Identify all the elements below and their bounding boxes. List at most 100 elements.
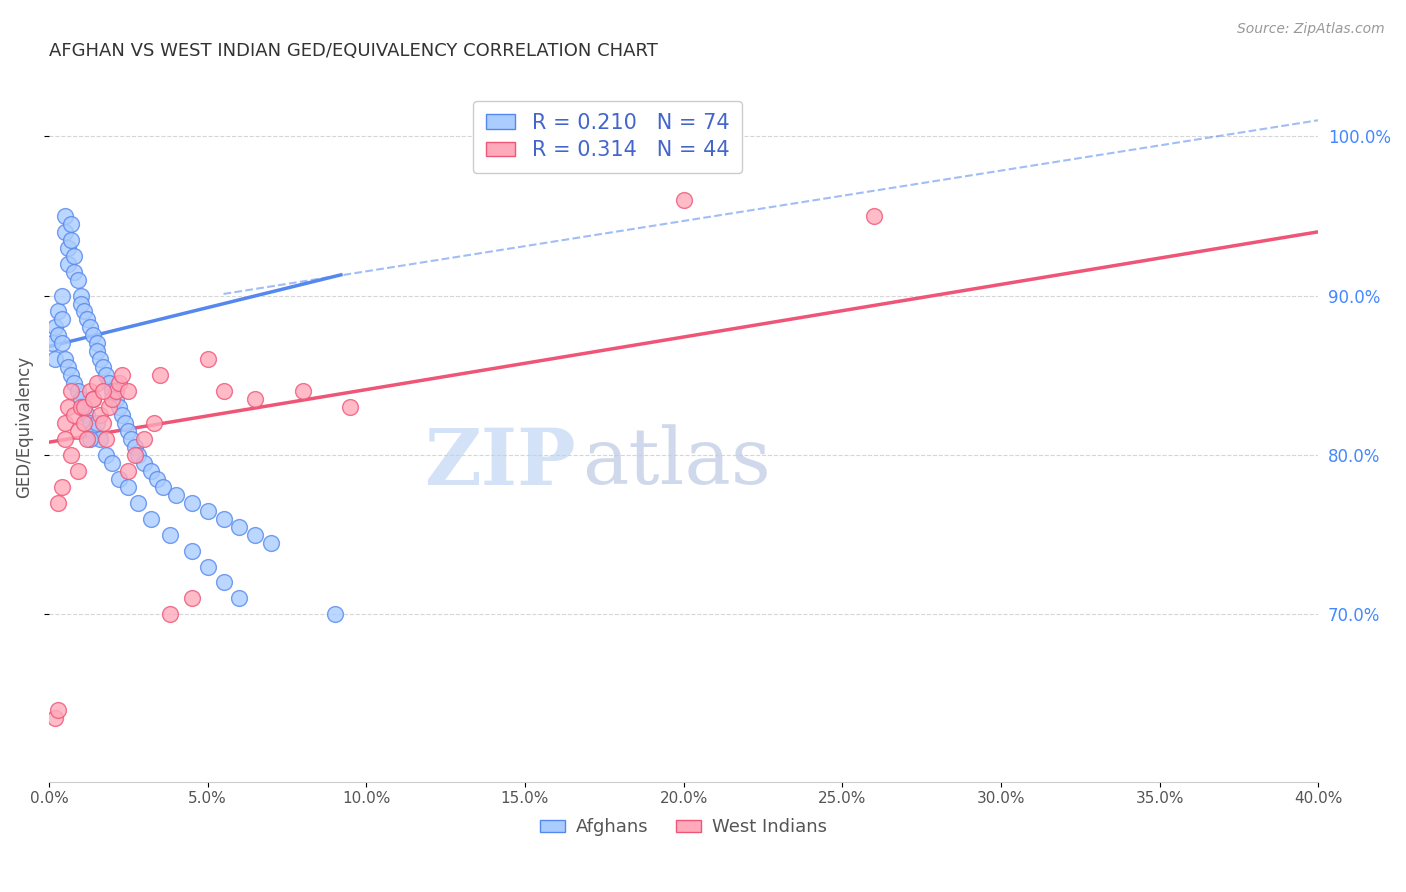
Point [117,384,139,399]
Point [60,448,83,462]
Text: atlas: atlas [582,425,770,500]
Point [69,400,91,414]
Point [127,496,149,510]
Point [51,312,73,326]
Y-axis label: GED/Equivalency: GED/Equivalency [15,356,32,498]
Point [66,272,89,286]
Point [56,257,79,271]
Point [48,328,70,343]
Point [79,432,101,446]
Point [66,464,89,478]
Point [79,384,101,399]
Point [89,432,111,446]
Point [197,504,219,518]
Point [82,424,104,438]
Point [104,392,127,406]
Point [53,225,76,239]
Point [86,376,108,391]
Point [127,448,149,462]
Point [63,376,86,391]
Point [197,559,219,574]
Point [212,384,235,399]
Point [114,416,136,430]
Point [48,703,70,717]
Point [53,416,76,430]
Point [98,376,121,391]
Point [91,384,114,399]
Point [53,432,76,446]
Point [86,416,108,430]
Point [159,527,181,541]
Point [73,400,96,414]
Point [134,456,156,470]
Point [44,320,66,334]
Point [323,607,346,622]
Point [51,480,73,494]
Point [51,336,73,351]
Point [82,392,104,406]
Point [212,575,235,590]
Legend: Afghans, West Indians: Afghans, West Indians [533,811,834,844]
Point [159,607,181,622]
Point [245,392,267,406]
Point [60,384,83,399]
Point [94,448,117,462]
Point [94,368,117,383]
Point [56,400,79,414]
Point [73,400,96,414]
Point [53,209,76,223]
Point [139,511,162,525]
Point [63,265,86,279]
Point [149,368,172,383]
Point [111,368,134,383]
Point [180,496,202,510]
Point [73,416,96,430]
Point [91,360,114,375]
Point [672,193,695,207]
Point [41,336,63,351]
Point [56,360,79,375]
Text: AFGHAN VS WEST INDIAN GED/EQUIVALENCY CORRELATION CHART: AFGHAN VS WEST INDIAN GED/EQUIVALENCY CO… [49,42,658,60]
Point [146,472,169,486]
Point [66,384,89,399]
Point [60,368,83,383]
Point [180,543,202,558]
Point [180,591,202,606]
Point [44,352,66,367]
Point [134,432,156,446]
Point [79,416,101,430]
Point [104,384,127,399]
Point [228,591,250,606]
Text: Source: ZipAtlas.com: Source: ZipAtlas.com [1237,22,1385,37]
Point [117,464,139,478]
Point [107,472,129,486]
Point [69,288,91,302]
Point [66,424,89,438]
Point [69,392,91,406]
Point [91,416,114,430]
Point [94,432,117,446]
Point [339,400,361,414]
Point [121,432,143,446]
Point [101,392,124,406]
Point [111,408,134,422]
Point [48,304,70,318]
Point [260,535,283,549]
Point [53,352,76,367]
Point [76,408,98,422]
Point [124,440,146,454]
Point [863,209,886,223]
Point [60,233,83,247]
Point [79,320,101,334]
Point [60,217,83,231]
Point [197,352,219,367]
Point [101,384,124,399]
Point [165,488,187,502]
Point [139,464,162,478]
Point [56,241,79,255]
Point [48,496,70,510]
Point [98,400,121,414]
Point [228,519,250,533]
Point [212,511,235,525]
Point [76,432,98,446]
